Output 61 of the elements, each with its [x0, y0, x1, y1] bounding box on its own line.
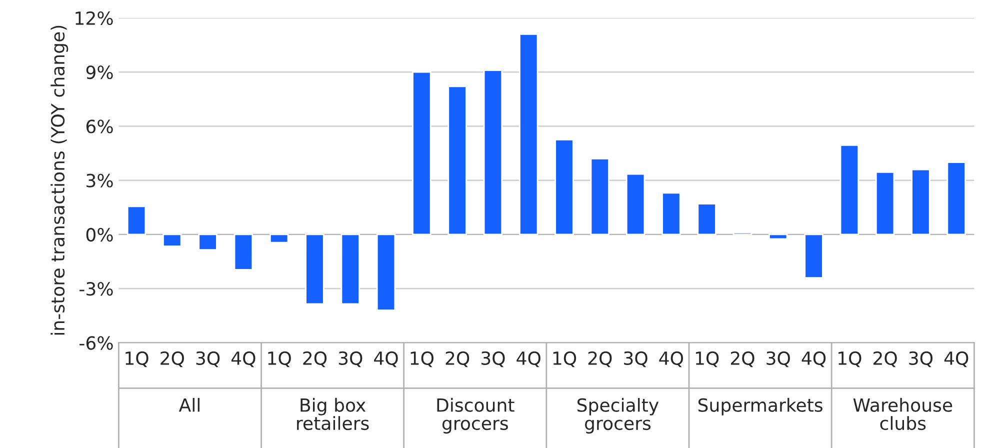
bar	[697, 203, 716, 236]
x-tick-label: 2Q	[303, 351, 327, 368]
bar	[340, 234, 360, 305]
text: Big box retailers	[297, 398, 369, 430]
x-tick-label: 3Q	[766, 351, 790, 368]
x-tick-label: 1Q	[268, 351, 291, 368]
bar	[234, 234, 254, 270]
x-tick-label: 2Q	[588, 351, 612, 368]
bar	[768, 234, 788, 240]
x-tick-label: 4Q	[944, 351, 968, 368]
text: Warehouse clubs	[853, 398, 952, 430]
bar	[198, 234, 218, 250]
text: All	[178, 398, 200, 412]
bar	[946, 162, 966, 236]
x-tick-label: 4Q	[659, 351, 684, 368]
bar	[376, 234, 396, 311]
y-tick-label: 0%	[86, 228, 113, 242]
x-tick-label: 3Q	[338, 351, 362, 368]
x-tick-label: 2Q	[874, 351, 897, 368]
x-tick-label: 4Q	[516, 351, 540, 368]
y-axis-title: in-store transactions (YOY change)	[50, 26, 68, 335]
x-tick-label: 1Q	[553, 351, 576, 368]
bar	[412, 71, 432, 236]
x-tick-label: 4Q	[374, 351, 398, 368]
bar	[662, 192, 681, 236]
x-tick-label: 3Q	[624, 351, 648, 368]
bar	[911, 168, 930, 236]
bar	[162, 234, 182, 247]
text: Supermarkets	[698, 398, 822, 416]
text: Specialty grocers	[577, 398, 659, 434]
x-tick-label: 1Q	[410, 351, 434, 368]
y-tick-label: 9%	[86, 66, 113, 80]
y-tick-label: 6%	[86, 120, 113, 134]
x-tick-label: 4Q	[802, 351, 826, 368]
x-tick-label: 3Q	[909, 351, 933, 368]
bar	[840, 144, 860, 236]
bar	[875, 172, 895, 236]
x-tick-label: 2Q	[730, 351, 754, 368]
bar	[590, 158, 610, 236]
x-tick-label: 1Q	[838, 351, 862, 368]
x-tick-label: 3Q	[481, 351, 505, 368]
y-tick-label: -3%	[80, 282, 113, 296]
x-tick-label: 2Q	[160, 351, 184, 368]
x-tick-label: 1Q	[126, 351, 148, 368]
bar	[626, 173, 646, 236]
bar	[804, 234, 824, 278]
bar	[554, 139, 574, 236]
bar	[518, 33, 538, 236]
bar	[448, 86, 467, 236]
text: Discount grocers	[437, 398, 514, 434]
bar	[305, 234, 324, 305]
y-tick-label: 3%	[86, 174, 113, 188]
x-tick-label: 4Q	[231, 351, 256, 368]
bar	[483, 70, 503, 236]
x-tick-label: 3Q	[196, 351, 220, 368]
y-tick-label: 12%	[76, 11, 113, 26]
x-tick-label: 2Q	[446, 351, 470, 368]
bar	[126, 206, 146, 236]
y-tick-label: -6%	[80, 336, 113, 350]
x-tick-label: 1Q	[696, 351, 719, 368]
bar	[269, 234, 289, 244]
